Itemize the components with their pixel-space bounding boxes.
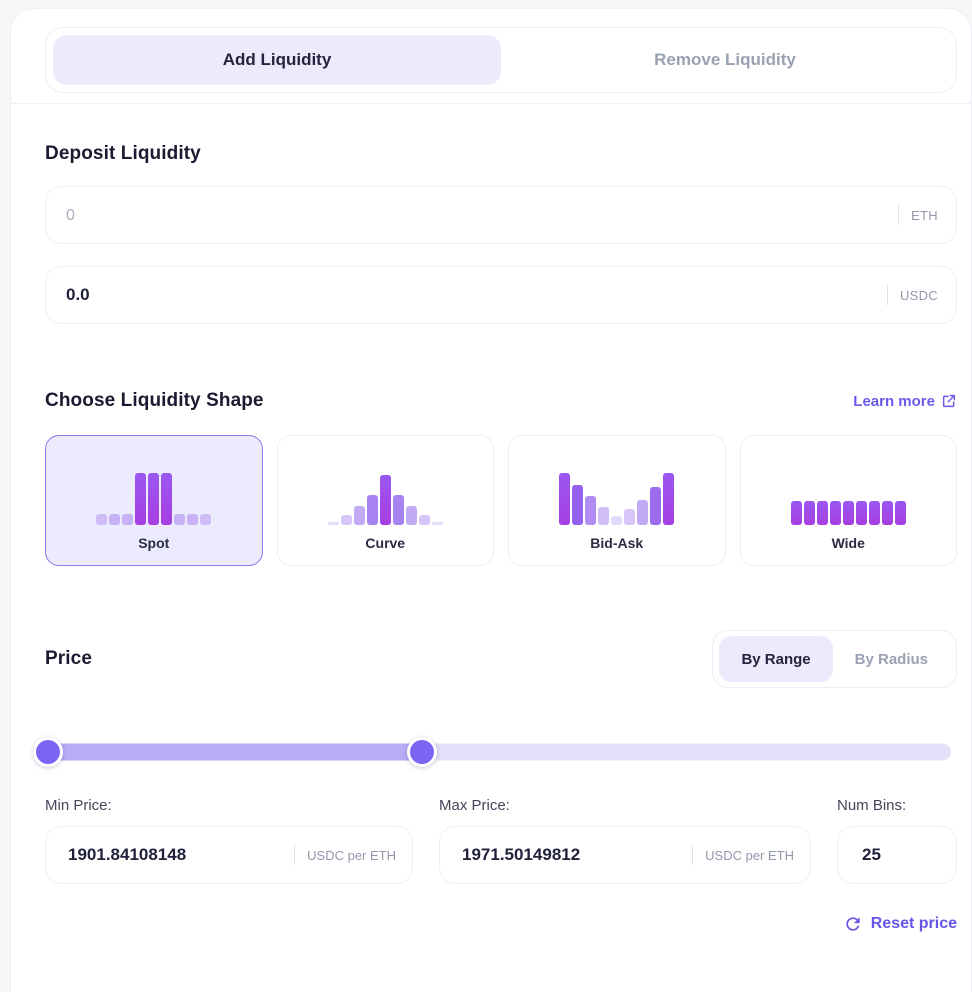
shape-card-spot[interactable]: Spot: [45, 435, 263, 566]
spot-shape-icon: [96, 469, 212, 525]
slider-handle-max[interactable]: [406, 737, 437, 767]
min-price-field[interactable]: USDC per ETH: [45, 826, 413, 884]
max-price-suffix: USDC per ETH: [692, 845, 794, 865]
shape-card-label: Curve: [365, 535, 406, 551]
tab-remove-liquidity[interactable]: Remove Liquidity: [501, 35, 949, 85]
num-bins-label: Num Bins:: [837, 797, 907, 814]
deposit-title: Deposit Liquidity: [45, 143, 201, 164]
suffix-divider: [886, 285, 888, 305]
shape-card-label: Bid-Ask: [590, 535, 644, 551]
reset-price-label: Reset price: [870, 915, 957, 932]
shape-card-list: Spot Curve Bid-Ask Wide: [45, 435, 957, 566]
shape-card-label: Wide: [831, 535, 865, 551]
learn-more-label: Learn more: [853, 392, 935, 410]
wide-shape-icon: [790, 469, 906, 525]
slider-fill: [47, 743, 422, 761]
max-price-input[interactable]: [462, 845, 693, 865]
bid-ask-shape-icon: [559, 469, 675, 525]
eth-amount-input[interactable]: [66, 205, 899, 225]
max-price-field[interactable]: USDC per ETH: [439, 826, 811, 884]
min-price-input[interactable]: [68, 845, 295, 865]
tab-add-liquidity[interactable]: Add Liquidity: [53, 35, 501, 85]
price-range-slider[interactable]: [32, 737, 957, 767]
suffix-divider: [294, 845, 296, 865]
eth-amount-field[interactable]: ETH: [45, 186, 957, 244]
usdc-suffix: USDC: [886, 285, 938, 305]
price-labels-row: Min Price: USDC per ETH Max Price: USDC …: [45, 797, 957, 884]
liquidity-panel: Add Liquidity Remove Liquidity Deposit L…: [10, 8, 972, 992]
tab-bar: Add Liquidity Remove Liquidity: [45, 27, 957, 93]
min-price-label: Min Price:: [45, 797, 112, 814]
slider-handle-min[interactable]: [32, 737, 63, 767]
shape-card-bid-ask[interactable]: Bid-Ask: [508, 435, 726, 566]
suffix-divider: [692, 845, 694, 865]
tab-divider: [11, 103, 971, 104]
min-price-suffix: USDC per ETH: [294, 845, 396, 865]
shape-card-wide[interactable]: Wide: [739, 435, 957, 566]
max-price-label: Max Price:: [439, 797, 510, 814]
external-link-icon: [942, 394, 956, 408]
usdc-token-label: USDC: [899, 287, 938, 303]
num-bins-input[interactable]: [862, 845, 940, 865]
shape-card-curve[interactable]: Curve: [276, 435, 494, 566]
min-price-unit: USDC per ETH: [307, 847, 396, 863]
curve-shape-icon: [327, 469, 443, 525]
reset-price-button[interactable]: Reset price: [843, 914, 957, 934]
shape-title: Choose Liquidity Shape: [45, 390, 264, 411]
usdc-amount-field[interactable]: USDC: [45, 266, 957, 324]
num-bins-field[interactable]: [837, 826, 957, 884]
learn-more-link[interactable]: Learn more: [853, 393, 957, 410]
mode-by-range[interactable]: By Range: [719, 636, 833, 682]
eth-suffix: ETH: [898, 205, 938, 225]
usdc-amount-input[interactable]: [66, 285, 887, 305]
max-price-unit: USDC per ETH: [705, 847, 794, 863]
eth-token-label: ETH: [911, 207, 938, 223]
shape-card-label: Spot: [138, 535, 170, 551]
mode-by-radius[interactable]: By Radius: [833, 636, 950, 682]
price-mode-toggle: By Range By Radius: [712, 630, 957, 688]
price-title: Price: [45, 648, 92, 669]
suffix-divider: [898, 205, 900, 225]
refresh-icon: [846, 917, 860, 931]
